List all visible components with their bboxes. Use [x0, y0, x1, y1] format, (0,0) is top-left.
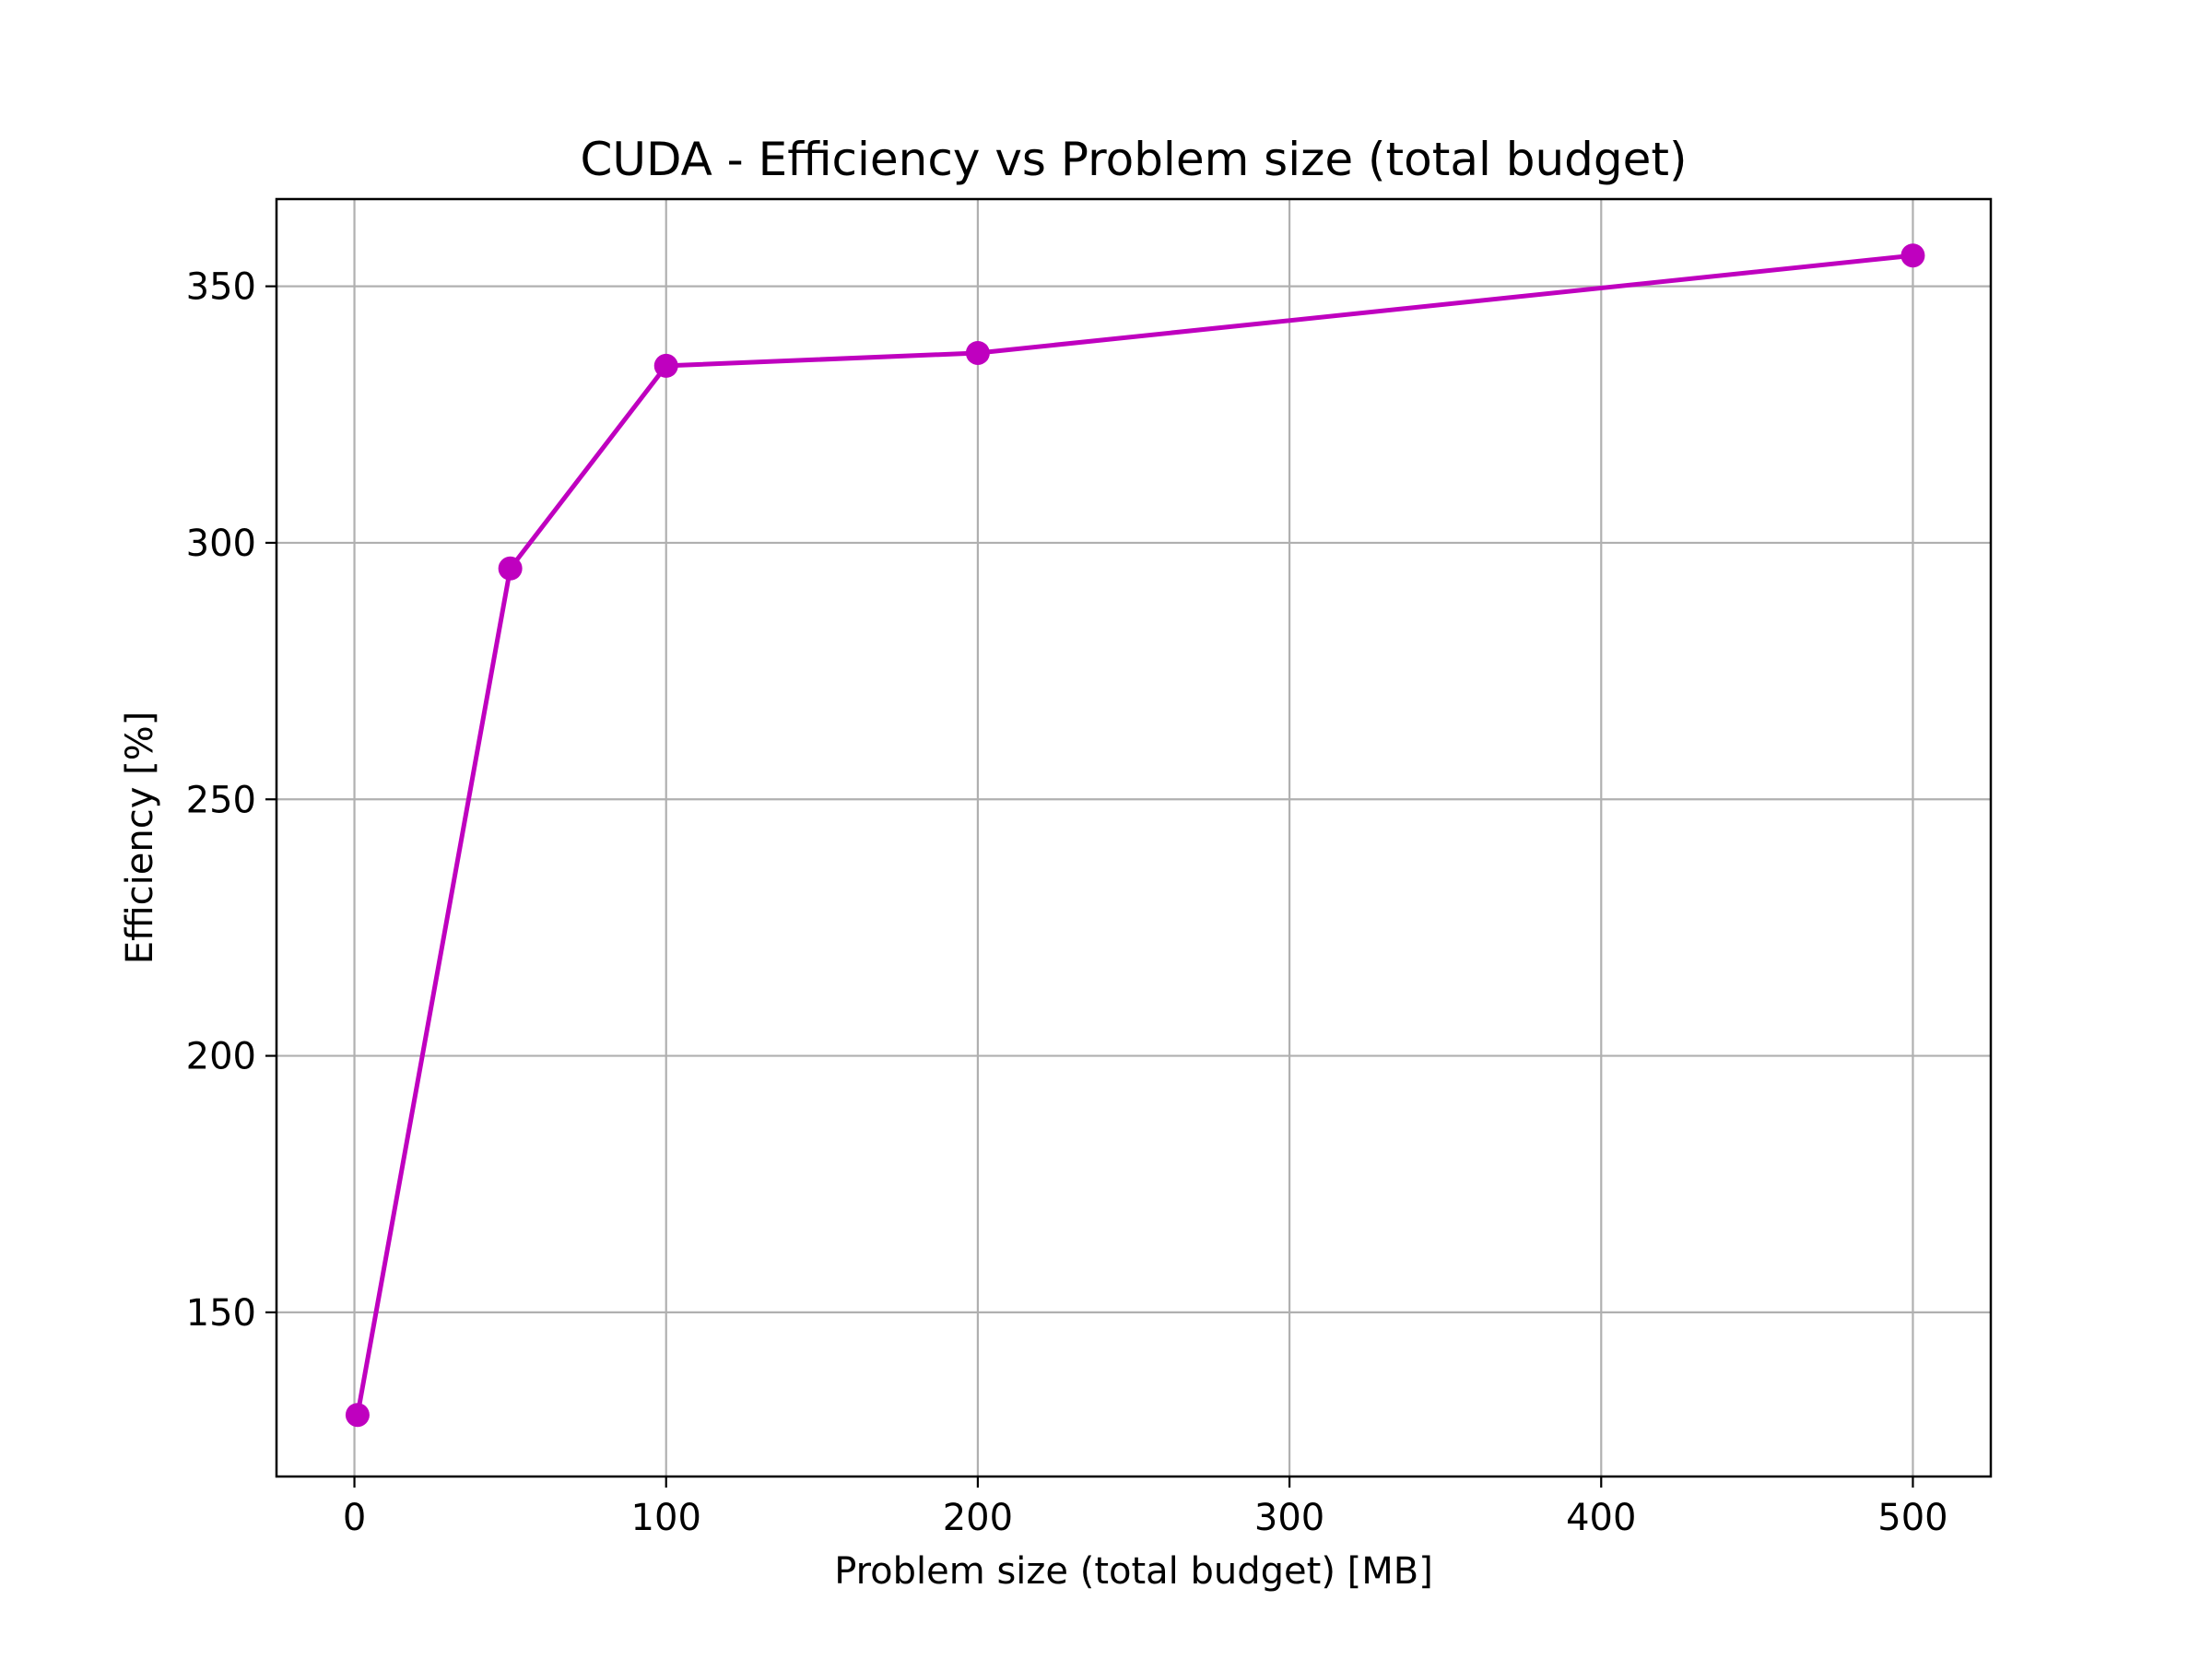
plot-frame [275, 197, 1993, 1478]
y-tick-label: 250 [186, 779, 256, 821]
y-tick-label: 200 [186, 1036, 256, 1078]
axis-ticks: 0 100 200 300 400 500 150 200 250 300 350 [186, 266, 1948, 1539]
data-point [345, 1403, 370, 1428]
y-tick-label: 350 [186, 266, 256, 309]
x-tick-label: 400 [1566, 1497, 1636, 1539]
chart-title: CUDA - Efficiency vs Problem size (total… [580, 133, 1687, 186]
data-point [653, 353, 678, 378]
y-axis-label: Efficiency [%] [119, 712, 161, 965]
y-tick-label: 150 [186, 1292, 256, 1335]
grid-lines [276, 199, 1991, 1477]
data-point [965, 340, 990, 365]
series-layer [345, 243, 1925, 1428]
series-line [355, 253, 1915, 1418]
x-tick-label: 0 [343, 1497, 366, 1539]
x-axis-label: Problem size (total budget) [MB] [834, 1550, 1433, 1593]
x-tick-label: 100 [631, 1497, 701, 1539]
data-point [498, 556, 523, 581]
y-tick-label: 300 [186, 523, 256, 565]
x-tick-label: 500 [1877, 1497, 1947, 1539]
data-point [1900, 243, 1925, 268]
x-tick-label: 300 [1254, 1497, 1324, 1539]
x-tick-label: 200 [943, 1497, 1013, 1539]
